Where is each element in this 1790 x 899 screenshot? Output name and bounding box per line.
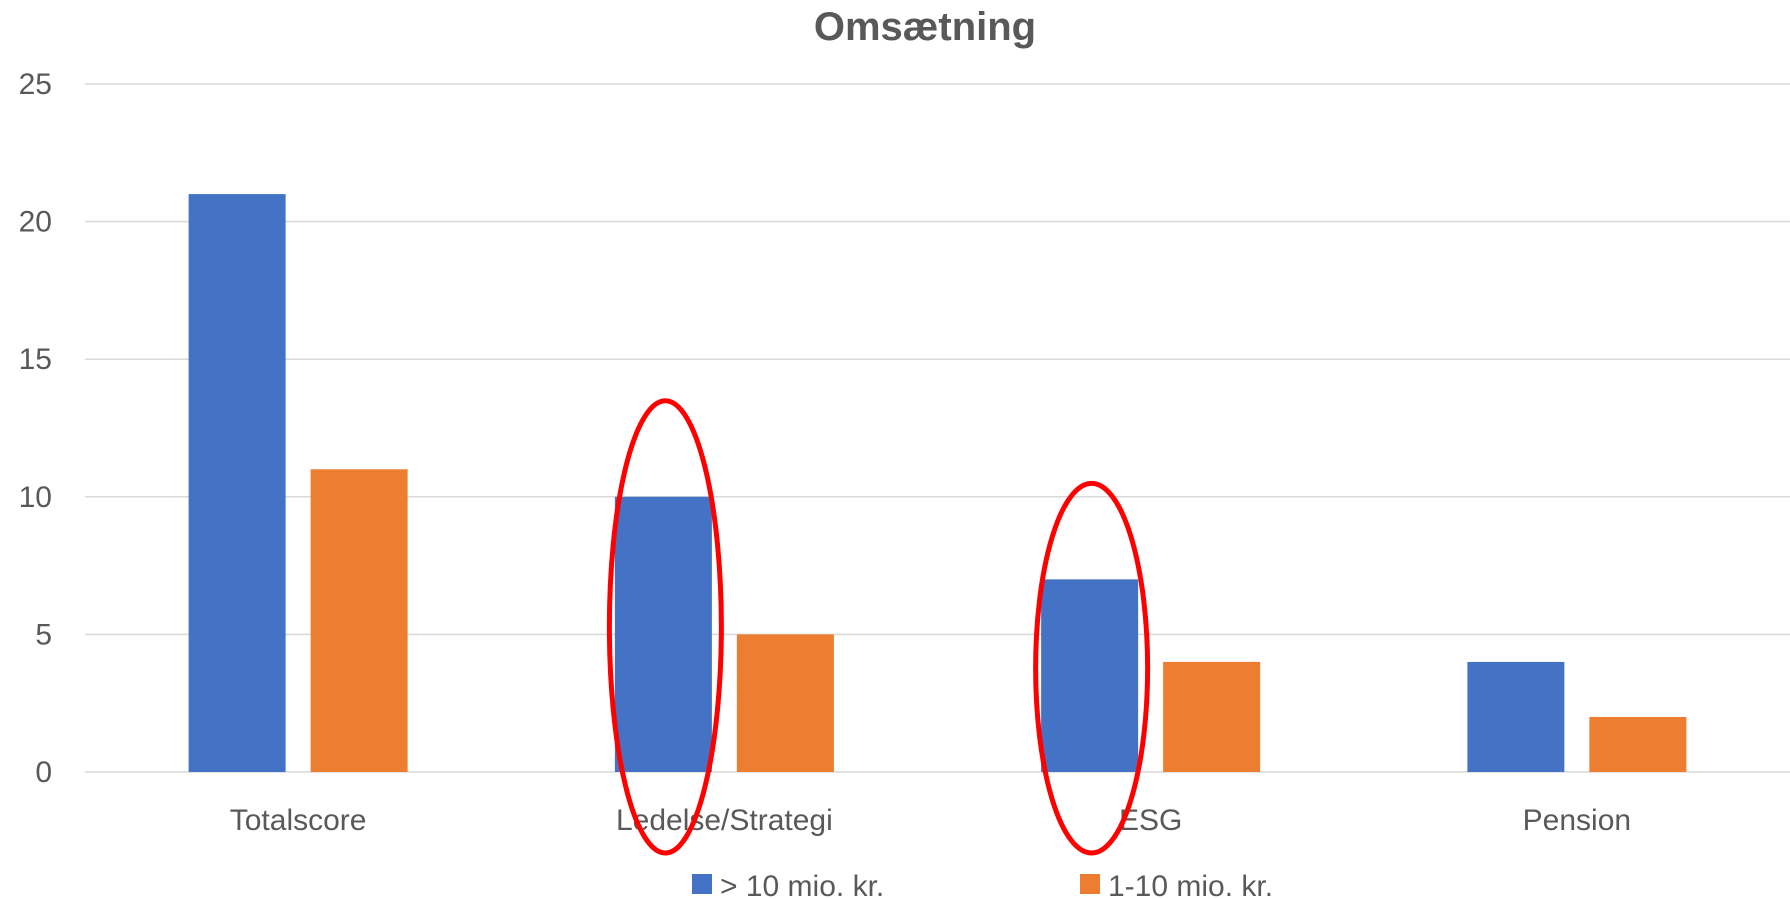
y-axis-ticks: 0 5 10 15 20 25 xyxy=(19,68,52,789)
bar xyxy=(1467,661,1565,772)
annotations xyxy=(606,398,1151,856)
y-tick-label: 25 xyxy=(19,68,52,101)
legend-label: 1-10 mio. kr. xyxy=(1108,870,1273,899)
chart-title: Omsætning xyxy=(814,5,1036,49)
bar xyxy=(310,469,408,772)
bar xyxy=(1163,661,1261,772)
bar xyxy=(1041,579,1139,772)
legend-swatch xyxy=(1080,874,1100,894)
highlight-ellipse xyxy=(1033,480,1151,856)
y-tick-label: 15 xyxy=(19,343,52,376)
x-category-label: Totalscore xyxy=(230,804,367,837)
legend: > 10 mio. kr. 1-10 mio. kr. xyxy=(692,870,1273,899)
legend-label: > 10 mio. kr. xyxy=(720,870,884,899)
bar xyxy=(1589,716,1687,772)
bar xyxy=(736,634,834,772)
bar xyxy=(188,194,286,772)
y-tick-label: 20 xyxy=(19,206,52,239)
highlight-ellipse xyxy=(606,398,724,856)
x-category-label: Ledelse/Strategi xyxy=(616,804,833,837)
y-tick-label: 5 xyxy=(35,618,52,651)
x-axis-categories: Totalscore Ledelse/Strategi ESG Pension xyxy=(230,804,1631,837)
x-category-label: Pension xyxy=(1523,804,1631,837)
legend-swatch xyxy=(692,874,712,894)
bars xyxy=(188,194,1687,772)
y-tick-label: 10 xyxy=(19,481,52,514)
y-tick-label: 0 xyxy=(35,756,52,789)
bar xyxy=(614,496,712,772)
